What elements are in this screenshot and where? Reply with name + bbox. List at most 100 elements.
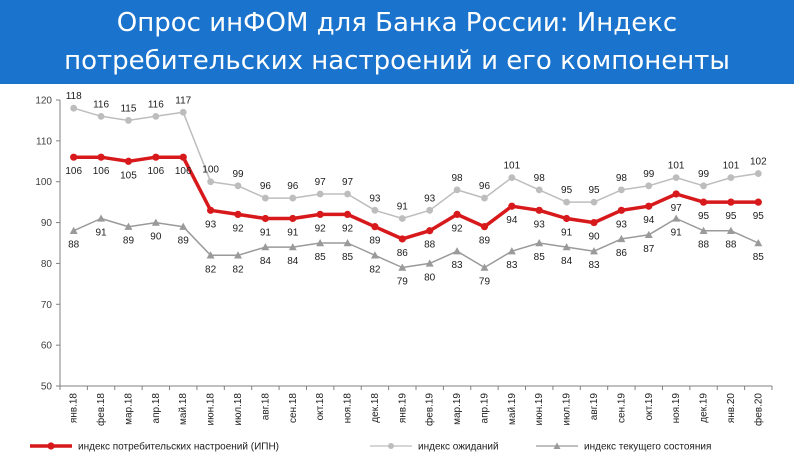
x-tick-label: ноя.19 (671, 393, 682, 424)
data-point-expectations (645, 182, 653, 190)
data-point-current (97, 214, 106, 222)
data-label-current: 88 (698, 240, 710, 251)
data-label-current: 83 (506, 260, 518, 271)
series-line-ipn (73, 155, 759, 241)
data-label-ipn: 93 (534, 219, 546, 230)
data-point-ipn (727, 198, 735, 206)
x-tick-label: фев.20 (752, 393, 764, 426)
data-point-current (535, 239, 544, 247)
y-tick-label: 110 (36, 136, 52, 147)
data-label-expectations: 101 (668, 161, 685, 172)
x-tick-label: апр.19 (479, 393, 490, 424)
data-point-ipn (398, 235, 406, 243)
data-point-expectations (398, 215, 406, 222)
data-point-current (644, 230, 653, 239)
data-point-expectations (371, 206, 379, 214)
data-label-current: 82 (232, 264, 244, 275)
data-label-expectations: 93 (424, 193, 436, 204)
chart-area: 50 60 70 80 90 100 110 120 янв.18 фев.18 мар.18 апр… (0, 84, 794, 461)
data-point-ipn (754, 198, 762, 206)
data-point-expectations (234, 182, 242, 190)
y-tick-label: 100 (35, 177, 52, 188)
data-label-ipn: 91 (287, 227, 299, 238)
data-label-expectations: 118 (66, 91, 82, 102)
data-label-current: 86 (616, 248, 628, 259)
x-tick-label: мар.19 (452, 393, 463, 425)
data-label-ipn: 92 (232, 223, 244, 234)
legend-label: индекс потребительских настроений (ИПН) (78, 441, 279, 453)
data-label-ipn: 106 (175, 166, 192, 177)
data-point-ipn (343, 210, 352, 218)
data-label-expectations: 96 (260, 181, 272, 192)
x-tick-label: янв.18 (69, 393, 80, 424)
data-label-current: 84 (287, 256, 299, 267)
data-point-ipn (289, 214, 297, 223)
data-label-ipn: 89 (479, 236, 491, 247)
data-label-current: 90 (150, 232, 162, 243)
data-label-current: 84 (561, 256, 573, 267)
data-label-current: 91 (96, 227, 108, 238)
x-tick-label: янв.19 (397, 393, 408, 424)
x-tick-label: сен.18 (288, 393, 299, 423)
data-point-expectations (289, 194, 297, 202)
data-label-expectations: 96 (479, 181, 491, 192)
data-point-ipn (371, 223, 379, 231)
x-tick-label: янв.20 (726, 393, 737, 424)
chart-title-banner: Опрос инФОМ для Банка России: Индекс пот… (0, 0, 794, 84)
data-point-expectations (125, 117, 132, 124)
legend-label: индекс текущего состояния (584, 442, 711, 453)
data-point-expectations (152, 112, 160, 120)
data-point-expectations (316, 190, 324, 198)
x-tick-label: фев.19 (424, 393, 436, 426)
legend-item-current: индекс текущего состояния (536, 442, 711, 453)
data-point-expectations (344, 190, 351, 198)
data-label-current: 85 (753, 252, 765, 263)
x-tick-label: окт.19 (644, 393, 655, 421)
data-label-current: 88 (725, 240, 737, 251)
data-label-ipn: 106 (148, 166, 165, 177)
x-tick-label: сен.19 (616, 393, 627, 423)
data-label-ipn: 95 (753, 211, 765, 222)
data-label-current: 91 (671, 227, 683, 238)
data-point-current (234, 251, 242, 259)
x-tick-label: июн.18 (206, 393, 217, 426)
data-point-ipn (316, 210, 324, 218)
x-tick-label: июл.19 (562, 393, 573, 426)
data-label-current: 79 (397, 277, 409, 288)
x-tick-label: дек.18 (370, 393, 381, 423)
legend-swatch-marker (553, 442, 561, 449)
data-point-current (398, 263, 407, 271)
data-label-current: 83 (452, 260, 464, 271)
x-tick-label: май.18 (178, 393, 189, 425)
data-label-expectations: 101 (723, 161, 740, 172)
x-tick-label: авг.19 (589, 393, 600, 421)
legend-item-expectations: индекс ожиданий (370, 442, 499, 453)
data-label-ipn: 93 (616, 219, 628, 230)
y-tick-label: 50 (41, 382, 53, 393)
data-point-current (151, 218, 160, 226)
data-label-ipn: 106 (93, 166, 110, 177)
data-point-current (726, 226, 735, 234)
data-label-expectations: 95 (588, 185, 600, 196)
data-point-current (672, 214, 681, 222)
data-label-expectations: 116 (148, 99, 164, 110)
data-label-current: 89 (123, 236, 135, 247)
data-point-expectations (70, 104, 78, 112)
data-point-expectations (563, 198, 571, 206)
data-label-ipn: 93 (205, 219, 217, 230)
data-point-current (316, 239, 325, 247)
data-label-ipn: 97 (671, 203, 683, 214)
data-point-ipn (563, 214, 571, 223)
x-tick-label: авг.18 (260, 393, 271, 421)
data-point-ipn (70, 153, 78, 161)
data-point-ipn (261, 214, 269, 223)
data-label-ipn: 92 (452, 223, 464, 234)
data-label-expectations: 115 (120, 103, 136, 114)
data-label-ipn: 89 (369, 236, 381, 247)
data-point-expectations (700, 182, 707, 190)
data-point-expectations (754, 170, 762, 177)
data-label-expectations: 98 (534, 173, 546, 184)
data-point-ipn (699, 198, 708, 206)
y-tick-label: 90 (41, 218, 53, 229)
data-point-ipn (480, 223, 489, 231)
